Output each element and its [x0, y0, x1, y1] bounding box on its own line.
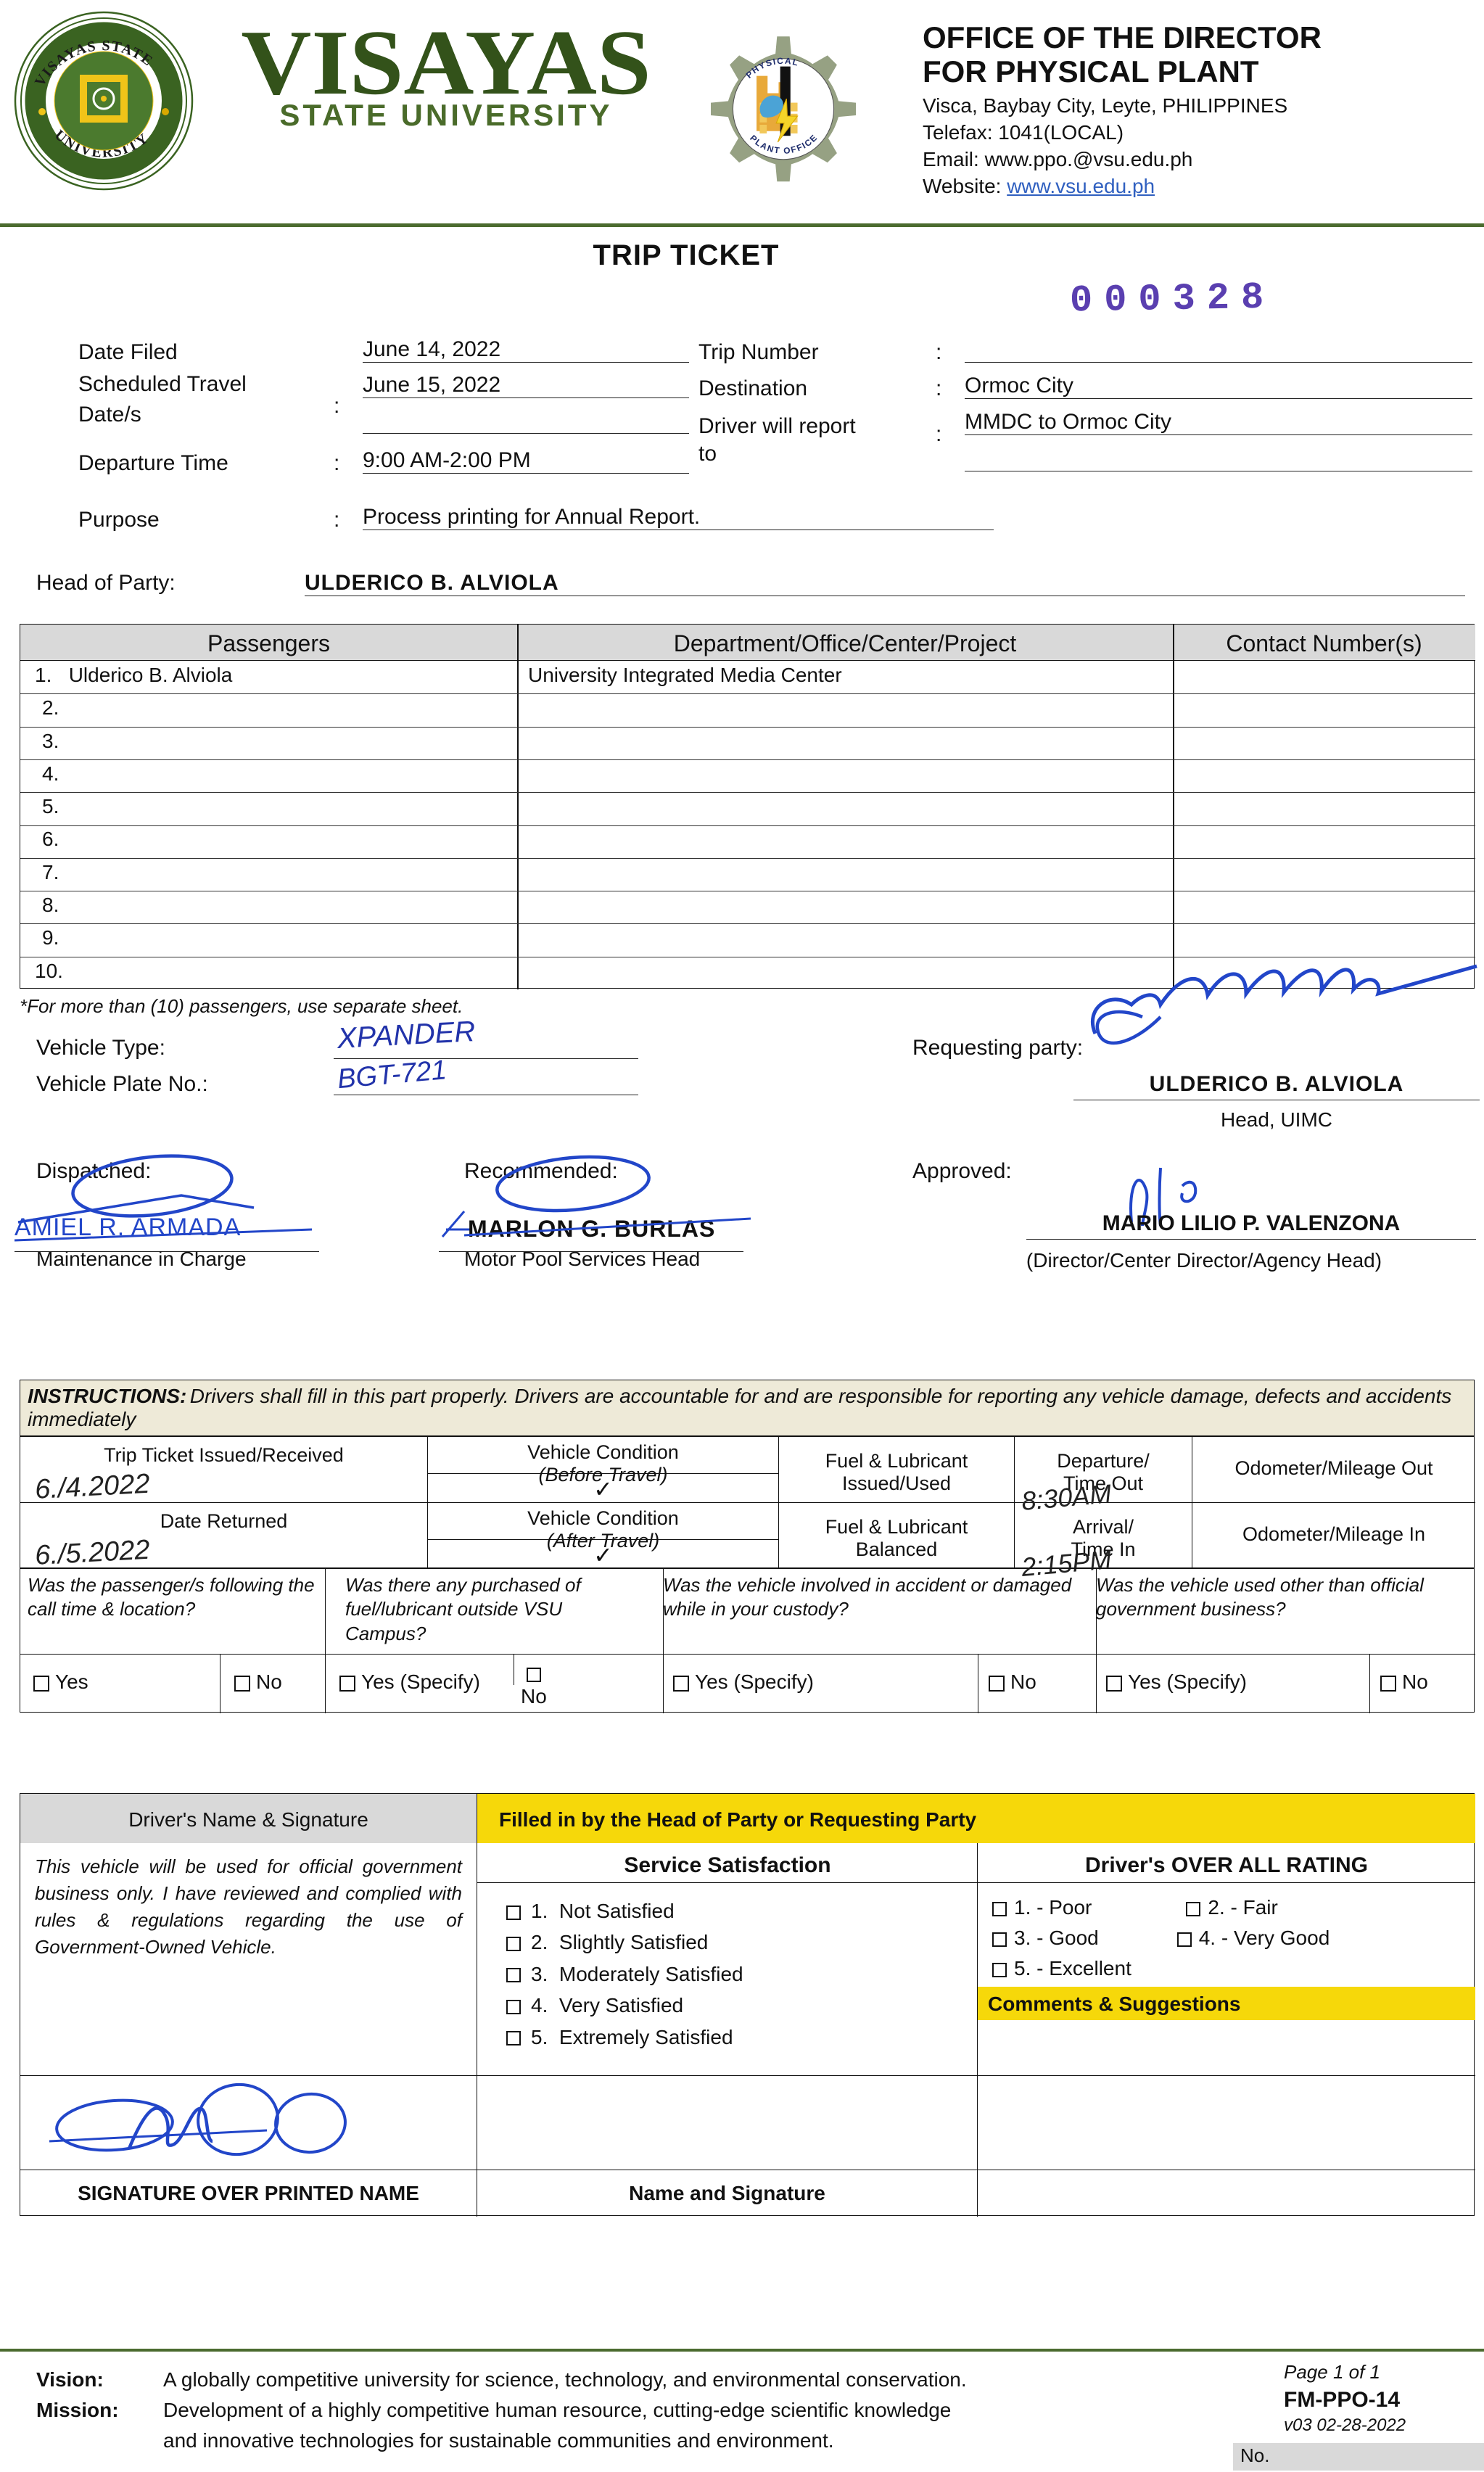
svg-text:BGT-721: BGT-721 — [337, 1055, 448, 1095]
svg-text:XPANDER: XPANDER — [336, 1015, 476, 1055]
